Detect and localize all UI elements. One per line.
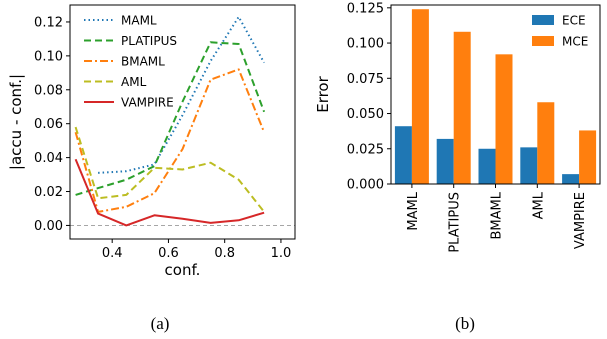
x-tick-label: 0.6 bbox=[158, 246, 179, 261]
y-tick-label: 0.050 bbox=[347, 107, 384, 122]
series-line-aml bbox=[74, 126, 265, 213]
legend-label-bmaml: BMAML bbox=[121, 55, 165, 69]
series-line-maml bbox=[98, 15, 265, 174]
caption-b: (b) bbox=[455, 314, 475, 333]
y-tick-label: 0.000 bbox=[347, 178, 384, 193]
bar-ece-bmaml bbox=[478, 148, 496, 184]
bar-mce-bmaml bbox=[495, 54, 513, 185]
y-tick-label: 0.075 bbox=[347, 72, 384, 87]
y-tick-label: 0.025 bbox=[347, 142, 384, 157]
bar-mce-vampire bbox=[579, 130, 597, 184]
x-tick-label: 0.4 bbox=[102, 246, 123, 261]
category-label-bmaml: BMAML bbox=[490, 191, 505, 239]
bar-ece-vampire bbox=[562, 174, 580, 184]
caption-a: (a) bbox=[151, 314, 170, 333]
legend-swatch-ece bbox=[532, 15, 554, 25]
error-bar-chart: MAML PLATIPUS BMAML AML VAMPIRE 0.000 0.025 0.0… bbox=[314, 1, 601, 333]
y-tick-label: 0.02 bbox=[34, 185, 63, 200]
bar-mce-aml bbox=[537, 102, 555, 184]
y-tick-label: 0.04 bbox=[34, 151, 63, 166]
bar-mce-platipus bbox=[453, 31, 471, 185]
category-label-platipus: PLATIPUS bbox=[448, 192, 463, 253]
legend-label-mce: MCE bbox=[562, 35, 588, 49]
legend-label-platipus: PLATIPUS bbox=[121, 34, 177, 48]
x-axis-label: conf. bbox=[165, 261, 201, 279]
bar-mce-maml bbox=[411, 9, 429, 184]
x-tick-label: 0.8 bbox=[214, 246, 235, 261]
y-axis-label: |accu - conf.| bbox=[7, 74, 25, 170]
legend-label-aml: AML bbox=[121, 75, 147, 89]
category-label-maml: MAML bbox=[406, 191, 421, 230]
y-tick-label: 0.12 bbox=[34, 15, 63, 30]
series-line-platipus bbox=[75, 41, 266, 196]
bar-ece-aml bbox=[520, 147, 538, 184]
calibration-line-chart: 0.4 0.6 0.8 1.0 0.00 0.02 0.04 0.06 0.08 0.10 0.12… bbox=[7, 4, 296, 333]
y-tick-label: 0.00 bbox=[34, 219, 63, 234]
category-label-vampire: VAMPIRE bbox=[573, 192, 588, 249]
bar-ece-maml bbox=[394, 126, 412, 184]
plot-frame bbox=[390, 4, 601, 185]
series-line-bmaml bbox=[74, 68, 266, 213]
plot-frame bbox=[69, 4, 296, 240]
legend-label-ece: ECE bbox=[562, 14, 586, 28]
y-tick-label: 0.10 bbox=[34, 49, 63, 64]
y-tick-label: 0.100 bbox=[347, 37, 384, 52]
bar-ece-platipus bbox=[436, 138, 454, 184]
legend-label-maml: MAML bbox=[121, 14, 157, 28]
category-label-aml: AML bbox=[531, 191, 546, 219]
legend-swatch-mce bbox=[532, 36, 554, 46]
y-tick-label: 0.125 bbox=[347, 1, 384, 16]
y-tick-label: 0.08 bbox=[34, 83, 63, 98]
x-tick-label: 1.0 bbox=[271, 246, 292, 261]
series-line-vampire bbox=[74, 158, 265, 227]
y-tick-label: 0.06 bbox=[34, 117, 63, 132]
y-axis-label: Error bbox=[314, 75, 332, 112]
legend-label-vampire: VAMPIRE bbox=[121, 96, 174, 110]
